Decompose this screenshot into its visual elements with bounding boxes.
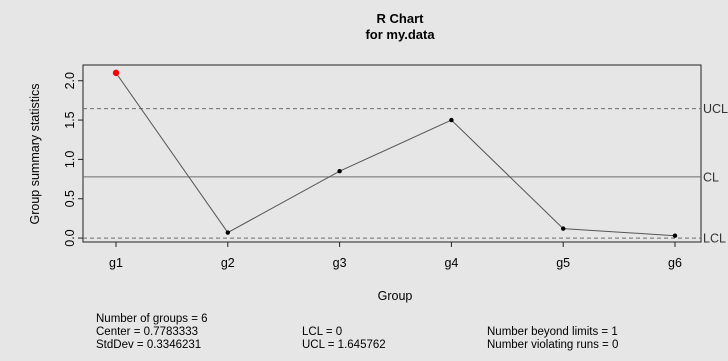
stat-number-of-groups: Number of groups = 6 [96, 313, 208, 325]
y-axis-label: Group summary statistics [28, 83, 42, 224]
stat-center: Center = 0.7783333 [96, 326, 198, 338]
stat-ucl: UCL = 1.645762 [302, 339, 386, 351]
x-tick-label-g6: g6 [668, 256, 682, 270]
data-point-g6 [672, 233, 678, 238]
data-point-g2 [225, 230, 230, 235]
data-point-g3 [337, 169, 342, 174]
y-tick-label: 1.0 [63, 151, 77, 168]
control-label-cl: CL [703, 170, 719, 184]
data-point-g4 [449, 117, 454, 123]
x-tick-label-g3: g3 [333, 256, 347, 270]
chart-title: R Chart [377, 11, 425, 26]
control-lines: UCL CL LCL [83, 102, 728, 246]
control-label-lcl: LCL [703, 232, 726, 246]
stat-violating-runs: Number violating runs = 0 [487, 339, 619, 351]
y-axis: 0.0 0.5 1.0 1.5 2.0 [63, 72, 83, 247]
data-point-g1 [112, 69, 120, 77]
x-tick-label-g5: g5 [556, 256, 570, 270]
x-tick-label-g4: g4 [444, 256, 458, 270]
x-tick-label-g1: g1 [109, 256, 123, 270]
series-line [115, 72, 676, 237]
stat-beyond-limits: Number beyond limits = 1 [487, 326, 618, 338]
y-tick-label: 0.0 [63, 229, 77, 246]
y-tick-label: 1.5 [63, 111, 77, 128]
data-point-g5 [561, 226, 566, 231]
x-axis-label: Group [378, 289, 413, 303]
y-tick-label: 0.5 [63, 190, 77, 207]
series-r [112, 69, 678, 238]
chart-subtitle: for my.data [365, 27, 435, 42]
x-axis: g1 g2 g3 g4 g5 g6 [109, 242, 682, 270]
stat-stddev: StdDev = 0.3346231 [96, 339, 202, 351]
stat-lcl: LCL = 0 [302, 326, 343, 338]
x-tick-label-g2: g2 [221, 256, 235, 270]
y-tick-label: 2.0 [63, 72, 77, 89]
plot-frame [82, 64, 702, 243]
control-label-ucl: UCL [703, 102, 728, 116]
